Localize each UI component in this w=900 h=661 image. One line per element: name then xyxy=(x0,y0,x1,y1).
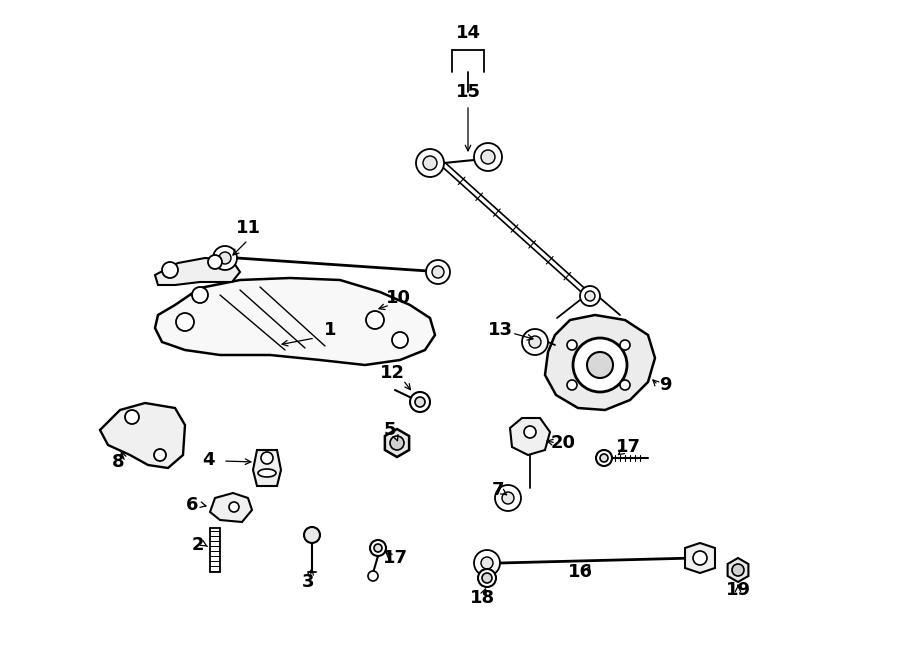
Polygon shape xyxy=(545,315,655,410)
Polygon shape xyxy=(100,403,185,468)
Text: 18: 18 xyxy=(471,589,496,607)
Circle shape xyxy=(162,262,178,278)
Circle shape xyxy=(390,436,404,450)
Text: 12: 12 xyxy=(380,364,404,382)
Text: 16: 16 xyxy=(568,563,592,581)
Polygon shape xyxy=(385,429,410,457)
Circle shape xyxy=(482,573,492,583)
Circle shape xyxy=(524,426,536,438)
Polygon shape xyxy=(210,493,252,522)
Circle shape xyxy=(585,291,595,301)
Circle shape xyxy=(474,550,500,576)
Circle shape xyxy=(176,313,194,331)
Circle shape xyxy=(587,352,613,378)
Circle shape xyxy=(522,329,548,355)
Text: 5: 5 xyxy=(383,421,396,439)
Text: 15: 15 xyxy=(455,83,481,101)
Polygon shape xyxy=(727,558,749,582)
Text: 13: 13 xyxy=(488,321,512,339)
Text: 2: 2 xyxy=(192,536,204,554)
Circle shape xyxy=(573,338,627,392)
Circle shape xyxy=(478,569,496,587)
Polygon shape xyxy=(155,258,240,285)
Text: 1: 1 xyxy=(324,321,337,339)
Circle shape xyxy=(366,311,384,329)
Circle shape xyxy=(693,551,707,565)
Circle shape xyxy=(416,149,444,177)
Circle shape xyxy=(410,392,430,412)
Circle shape xyxy=(219,252,231,264)
Circle shape xyxy=(304,527,320,543)
Circle shape xyxy=(208,255,222,269)
Circle shape xyxy=(620,380,630,390)
Text: 6: 6 xyxy=(185,496,198,514)
Circle shape xyxy=(426,260,450,284)
Circle shape xyxy=(495,485,521,511)
Circle shape xyxy=(125,410,139,424)
Text: 17: 17 xyxy=(382,549,408,567)
Circle shape xyxy=(620,340,630,350)
Circle shape xyxy=(368,571,378,581)
Circle shape xyxy=(192,287,208,303)
Text: 8: 8 xyxy=(112,453,124,471)
Text: 14: 14 xyxy=(455,24,481,42)
Circle shape xyxy=(481,557,493,569)
Polygon shape xyxy=(253,450,281,486)
Text: 7: 7 xyxy=(491,481,504,499)
Text: 9: 9 xyxy=(659,376,671,394)
Text: 3: 3 xyxy=(302,573,314,591)
Text: 4: 4 xyxy=(202,451,214,469)
Circle shape xyxy=(567,340,577,350)
Circle shape xyxy=(423,156,437,170)
Text: 17: 17 xyxy=(616,438,641,456)
Text: 11: 11 xyxy=(236,219,260,237)
Circle shape xyxy=(529,336,541,348)
Circle shape xyxy=(732,564,744,576)
Polygon shape xyxy=(155,278,435,365)
Circle shape xyxy=(596,450,612,466)
Circle shape xyxy=(567,380,577,390)
Circle shape xyxy=(502,492,514,504)
Text: 10: 10 xyxy=(385,289,410,307)
Ellipse shape xyxy=(258,469,276,477)
Circle shape xyxy=(370,540,386,556)
Circle shape xyxy=(261,452,273,464)
Polygon shape xyxy=(685,543,715,573)
Circle shape xyxy=(415,397,425,407)
Circle shape xyxy=(580,286,600,306)
Circle shape xyxy=(229,502,239,512)
Text: 20: 20 xyxy=(551,434,575,452)
Circle shape xyxy=(600,454,608,462)
Circle shape xyxy=(432,266,444,278)
Text: 19: 19 xyxy=(725,581,751,599)
Circle shape xyxy=(213,246,237,270)
Circle shape xyxy=(481,150,495,164)
Circle shape xyxy=(154,449,166,461)
Polygon shape xyxy=(510,418,550,455)
Circle shape xyxy=(392,332,408,348)
Circle shape xyxy=(474,143,502,171)
Circle shape xyxy=(374,544,382,552)
